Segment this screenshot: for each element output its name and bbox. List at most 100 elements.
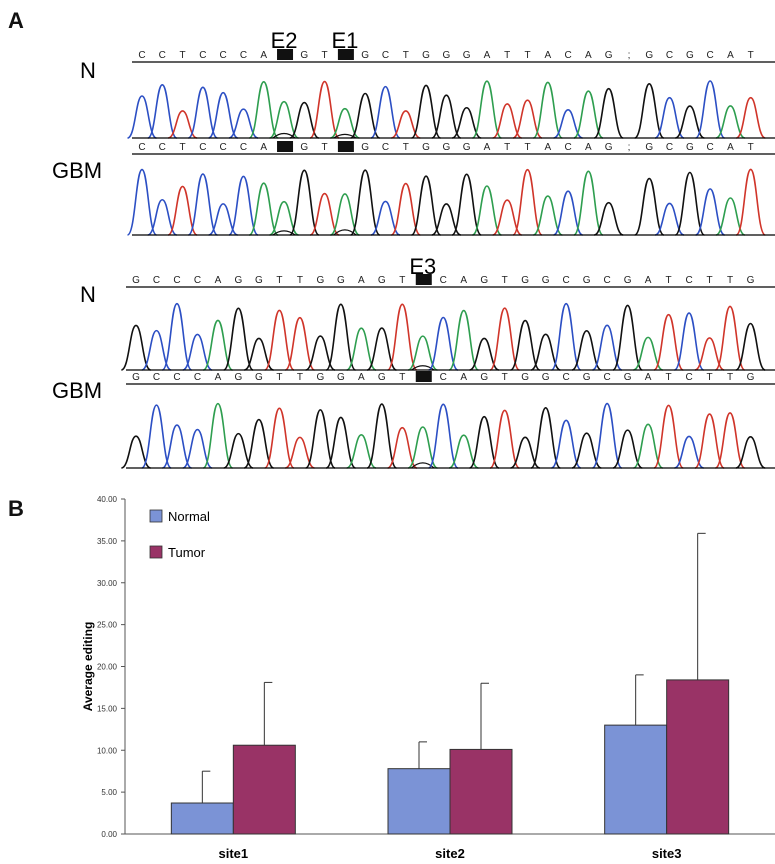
sequence-base: T: [297, 372, 303, 383]
sequence-base: C: [604, 372, 611, 383]
sequence-base: G: [316, 275, 324, 286]
trace-peak: [654, 96, 685, 139]
edited-base-marker: [277, 49, 294, 60]
trace-peak: [714, 412, 746, 469]
legend-label: Normal: [168, 509, 210, 524]
sequence-base: C: [564, 142, 571, 153]
sequence-base: A: [484, 142, 491, 153]
trace-peak: [370, 85, 401, 139]
trace-peak: [573, 170, 604, 236]
panel-a-letter: A: [8, 8, 24, 33]
sequence-base: T: [706, 372, 712, 383]
track-label: GBM: [52, 378, 102, 403]
sequence-base: A: [544, 142, 551, 153]
sequence-base: G: [316, 372, 324, 383]
trace-peak: [346, 327, 377, 371]
chromatogram-panel: N C C T C C C A G T G C T G G G A T T A C A G; G C G C A T E2 E1 GBM C C T…: [52, 28, 775, 469]
trace-peak: [147, 84, 178, 139]
trace-peak: [633, 82, 665, 139]
trace-peak: [492, 199, 523, 236]
trace-peak: [366, 403, 398, 469]
trace-peak: [653, 313, 685, 371]
trace-peak: [248, 182, 280, 236]
sequence-base: G: [422, 50, 430, 61]
trace-peak: [512, 168, 543, 236]
sequence-base: T: [276, 372, 282, 383]
sequence-base: T: [504, 142, 510, 153]
track-label: N: [80, 58, 96, 83]
sequence-base: T: [727, 275, 733, 286]
sequence-base: T: [504, 50, 510, 61]
trace-peak: [126, 168, 158, 236]
sequence-base: T: [666, 372, 672, 383]
y-tick-label: 0.00: [101, 830, 117, 839]
sequence-base: G: [255, 275, 263, 286]
sequence-base: G: [255, 372, 263, 383]
edited-base-marker: [337, 141, 354, 152]
sequence-base: T: [180, 50, 186, 61]
sequence-base: T: [180, 142, 186, 153]
sequence-base: G: [378, 372, 386, 383]
sequence-base: A: [645, 372, 652, 383]
sequence-base: T: [297, 275, 303, 286]
track-label: N: [80, 282, 96, 307]
sequence-base: G: [235, 372, 243, 383]
bar-chart: 0.00 5.00 10.00 15.00 20.00 25.00 30.00 35.00 40…: [81, 495, 775, 861]
sequence-base: T: [524, 50, 530, 61]
sequence-base: C: [685, 275, 692, 286]
sequence-base: A: [460, 372, 467, 383]
trace-peak: [471, 80, 503, 139]
sequence-base: T: [727, 372, 733, 383]
trace-peak: [592, 324, 623, 371]
trace-peak: [694, 80, 726, 139]
trace-peak: [653, 404, 685, 469]
sequence-base: C: [240, 142, 247, 153]
sequence-base: T: [666, 275, 672, 286]
bar: [604, 724, 668, 835]
trace-peak: [121, 435, 151, 469]
sequence-base: A: [727, 142, 734, 153]
sequence-base: G: [645, 50, 653, 61]
sequence-base: C: [685, 372, 692, 383]
sequence-base: A: [260, 142, 267, 153]
sequence-base: C: [707, 50, 714, 61]
trace-peak: [714, 305, 746, 371]
sequence-base: C: [138, 50, 145, 61]
edited-base-marker: [337, 49, 354, 60]
y-axis-label: Average editing: [81, 622, 95, 712]
trace-peak: [208, 203, 239, 236]
sequence-base: A: [645, 275, 652, 286]
trace-peak: [202, 402, 234, 469]
trace-peak: [694, 188, 726, 236]
trace-peak: [451, 173, 482, 236]
sequence-base: ;: [628, 50, 631, 61]
sequence-base: A: [727, 50, 734, 61]
legend-label: Tumor: [168, 545, 206, 560]
trace-peak: [674, 171, 706, 236]
trace-peak: [591, 402, 623, 469]
bar: [232, 744, 296, 835]
sequence-base: T: [322, 50, 328, 61]
sequence-base: A: [544, 50, 551, 61]
chromatogram-track: GBM C C T C C C A G T G C T G G G A T T A C A G; G C G C A T: [52, 141, 775, 236]
sequence-base: C: [153, 275, 160, 286]
sequence-base: T: [403, 50, 409, 61]
sequence-base: G: [337, 275, 345, 286]
trace-peak: [289, 169, 320, 236]
trace-peak: [469, 415, 500, 469]
chromatogram-track: N C C T C C C A G T G C T G G G A T T A C A G; G C G C A T E2 E1: [80, 28, 775, 139]
sequence-base: G: [583, 275, 591, 286]
trace-peak: [187, 173, 219, 236]
trace-peak: [654, 202, 685, 236]
trace-peak: [120, 324, 152, 371]
y-tick-label: 5.00: [101, 788, 117, 797]
sequence-base: C: [173, 372, 180, 383]
sequence-base: G: [300, 50, 308, 61]
sequence-base: A: [215, 372, 222, 383]
trace-peak: [694, 413, 725, 469]
sequence-base: ;: [628, 142, 631, 153]
sequence-base: C: [563, 275, 570, 286]
bar: [170, 802, 234, 835]
trace-peak: [735, 322, 766, 371]
trace-peak: [187, 86, 218, 139]
